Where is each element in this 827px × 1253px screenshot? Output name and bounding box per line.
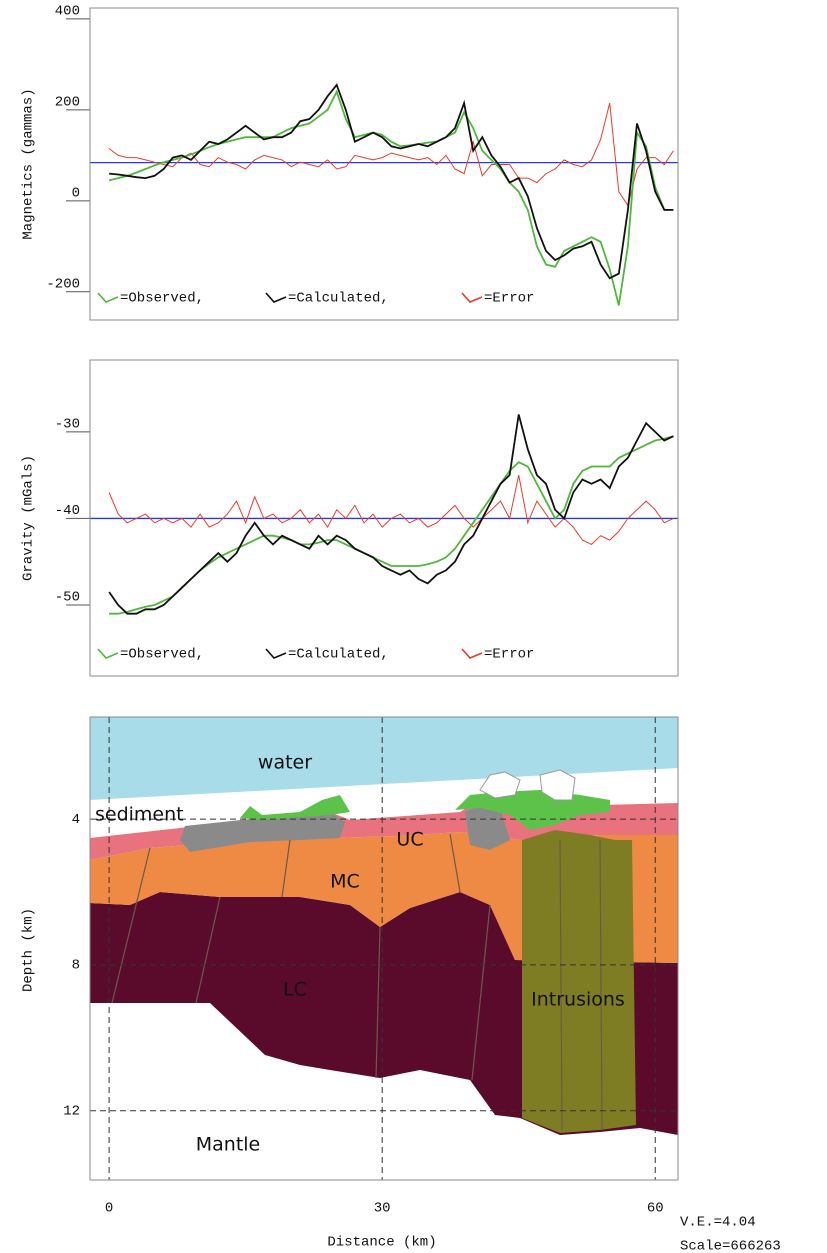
annotation: Scale=666263 <box>680 1239 781 1253</box>
layer-green <box>240 795 350 820</box>
legend-swatch <box>461 648 483 659</box>
legend-label: =Calculated, <box>288 647 389 663</box>
legend-label: =Calculated, <box>288 291 389 307</box>
legend-label: =Error <box>484 291 534 307</box>
layer-label: water <box>258 752 312 774</box>
legend-label: =Error <box>484 647 534 663</box>
legend-swatch <box>97 292 119 303</box>
y-tick-label: -50 <box>55 590 80 606</box>
plot-frame <box>89 716 679 1181</box>
data-line <box>108 414 674 615</box>
x-axis-label: Distance (km) <box>327 1235 436 1251</box>
y-axis-label: Gravity (mGals) <box>21 455 37 581</box>
blob <box>539 769 576 801</box>
y-tick-label: -30 <box>55 417 80 433</box>
x-tick-label: 60 <box>647 1201 664 1217</box>
y-tick-label: 12 <box>63 1103 80 1119</box>
data-line <box>108 474 674 545</box>
blob <box>479 771 521 799</box>
legend-swatch <box>461 292 483 303</box>
cross-section <box>90 717 678 1180</box>
layer-gray <box>180 812 345 852</box>
x-tick-label: 0 <box>105 1201 113 1217</box>
layer-label: Mantle <box>196 1134 261 1156</box>
layer-label: MC <box>330 871 360 893</box>
faults <box>111 833 603 1131</box>
legend-swatch <box>97 648 119 659</box>
layer-gray <box>465 805 510 850</box>
layer-water <box>90 717 678 800</box>
y-tick-label: 0 <box>72 186 80 202</box>
y-axis-label: Magnetics (gammas) <box>21 88 37 239</box>
y-tick-label: -200 <box>46 277 80 293</box>
annotation: V.E.=4.04 <box>680 1215 756 1231</box>
legend-swatch <box>265 292 287 303</box>
plot-frame <box>89 359 679 677</box>
legend-label: =Observed, <box>120 647 204 663</box>
data-line <box>109 435 674 615</box>
layer-label: LC <box>283 979 307 1001</box>
y-axis-label: Depth (km) <box>21 908 37 992</box>
layer-intrusions <box>522 830 636 1133</box>
y-tick-label: 4 <box>72 812 80 828</box>
data-line <box>108 89 674 306</box>
y-tick-label: 8 <box>72 958 80 974</box>
y-tick-label: 400 <box>55 4 80 20</box>
layer-label: UC <box>396 829 423 851</box>
data-line <box>109 83 674 280</box>
data-line <box>108 102 674 207</box>
y-tick-label: -40 <box>55 503 80 519</box>
y-tick-label: 200 <box>55 95 80 111</box>
x-tick-label: 30 <box>374 1201 391 1217</box>
legend-label: =Observed, <box>120 291 204 307</box>
legend-swatch <box>265 648 287 659</box>
layer-label: Intrusions <box>531 989 625 1011</box>
plot-frame <box>89 7 679 321</box>
layer-label: sediment <box>95 804 184 826</box>
